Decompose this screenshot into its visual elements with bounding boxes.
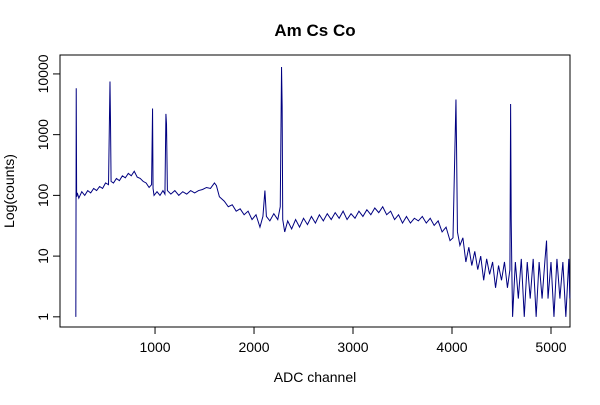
x-tick-label: 4000 bbox=[436, 339, 467, 355]
x-tick-label: 2000 bbox=[238, 339, 269, 355]
x-tick-label: 5000 bbox=[535, 339, 566, 355]
y-tick-label: 10 bbox=[35, 248, 51, 264]
spectrum-line bbox=[75, 67, 571, 317]
y-tick-label: 1 bbox=[35, 313, 51, 321]
x-axis-label: ADC channel bbox=[274, 369, 357, 385]
y-axis-label: Log(counts) bbox=[1, 154, 17, 228]
x-tick-label: 3000 bbox=[337, 339, 368, 355]
x-tick-label: 1000 bbox=[139, 339, 170, 355]
y-tick-label: 100 bbox=[35, 183, 51, 207]
y-tick-label: 1000 bbox=[35, 119, 51, 150]
plot-frame bbox=[59, 54, 571, 328]
y-tick-label: 10000 bbox=[35, 54, 51, 93]
chart-title: Am Cs Co bbox=[274, 21, 355, 40]
